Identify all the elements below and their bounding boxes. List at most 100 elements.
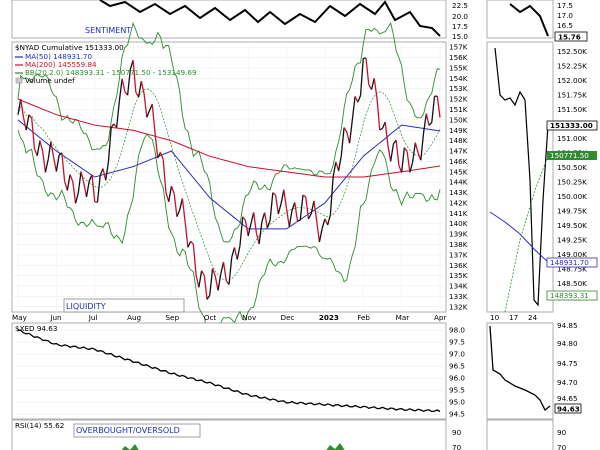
sentiment-tick: 22.5	[452, 1, 468, 10]
rsi-tick: 70	[452, 443, 462, 450]
price-segment	[121, 78, 126, 92]
xed-side-tick: 94.70	[557, 378, 578, 387]
badge-bbmid	[547, 151, 597, 160]
sentiment-side-tick: 16.5	[557, 21, 573, 30]
side-y-tick-label: 151.50K	[557, 105, 587, 114]
y-tick-label: 142K	[449, 198, 468, 207]
badge-ma50-value: 148931.70	[550, 258, 589, 267]
legend-ma200: MA(200) 145559.84	[25, 60, 97, 69]
price-segment	[321, 218, 326, 229]
price-segment	[52, 157, 58, 172]
sentiment-panel: SENTIMENT 22.5 20.0 17.5 15.0 17.5 17.0 …	[11, 0, 588, 42]
xed-y-tick-label: 96.5	[449, 362, 465, 371]
price-segment	[80, 171, 85, 183]
side-y-tick-label: 149.00K	[557, 250, 587, 259]
price-segment	[25, 114, 30, 131]
xed-y-tick-label: 95.5	[449, 386, 465, 395]
sentiment-tick: 17.5	[452, 22, 468, 31]
rsi-legend: RSI(14) 55.62	[15, 421, 64, 430]
xed-y-tick-label: 97.5	[449, 338, 465, 347]
x-tick-label: Feb	[357, 313, 370, 322]
price-segment	[61, 152, 66, 182]
price-segment	[266, 219, 271, 229]
price-segment	[168, 186, 173, 202]
xed-y-tick-label: 95.0	[449, 398, 465, 407]
xed-y-tick-label: 96.0	[449, 374, 465, 383]
price-segment	[181, 198, 186, 223]
price-segment	[132, 60, 137, 93]
price-segment	[110, 123, 115, 128]
price-segment	[47, 141, 52, 160]
price-segment	[146, 110, 151, 118]
price-segment	[373, 78, 378, 99]
x-tick-label: Jul	[88, 313, 98, 322]
bb-lower-line	[17, 130, 441, 338]
price-segment	[176, 209, 181, 217]
price-segment	[337, 155, 342, 171]
sentiment-tick: 20.0	[452, 12, 468, 21]
x-tick-label: Mar	[396, 313, 410, 322]
price-segment	[384, 121, 389, 146]
rsi-fill-1	[121, 444, 139, 450]
price-segment	[365, 57, 370, 85]
price-segment	[50, 141, 55, 158]
price-segment	[335, 161, 340, 172]
ma50-line	[17, 119, 441, 230]
price-segment	[255, 232, 260, 245]
price-segment	[36, 140, 41, 156]
price-segment	[269, 192, 274, 221]
x-tick-label: 2023	[319, 313, 339, 322]
price-segment	[411, 142, 416, 163]
price-segment	[436, 96, 441, 118]
xed-side-tick: 94.65	[557, 394, 578, 403]
main-grid	[12, 42, 446, 312]
x-tick-label: Oct	[204, 313, 217, 322]
x-axis: May Jun Jul Aug Sep Oct Nov Dec 2023 Feb Mar Apr	[12, 313, 446, 322]
y-tick-label: 148K	[449, 136, 468, 145]
price-segment	[400, 147, 406, 173]
price-segment	[209, 268, 214, 296]
price-segment	[222, 261, 227, 281]
y-tick-label: 136K	[449, 261, 468, 270]
sentiment-tick: 15.0	[452, 32, 468, 41]
price-segment	[370, 78, 375, 90]
price-segment	[77, 171, 82, 193]
price-segment	[406, 151, 411, 173]
price-segment	[316, 220, 321, 243]
y-tick-label: 133K	[449, 292, 468, 301]
y-tick-label: 137K	[449, 250, 468, 259]
side-y-tick-label: 149.50K	[557, 221, 587, 230]
xed-frame	[11, 322, 447, 420]
side-x-axis: 10 17 24	[490, 313, 538, 322]
price-segment	[294, 202, 299, 222]
price-segment	[154, 132, 159, 159]
xed-panel: $XED 94.63 98.097.597.096.596.095.595.09…	[11, 321, 582, 420]
side-y-tick-label: 152.25K	[557, 62, 587, 71]
legend-bb: BB(20,2.0) 148393.31 - 150771.50 - 15314…	[25, 68, 197, 77]
price-segment	[66, 174, 71, 191]
legend-volume-swatch	[15, 77, 23, 84]
price-segment	[195, 275, 200, 288]
y-tick-label: 146K	[449, 157, 468, 166]
price-segment	[395, 140, 400, 166]
x-tick-label: Aug	[127, 313, 141, 322]
side-y-tick-label: 148.75K	[557, 265, 587, 274]
price-segment	[425, 113, 430, 126]
sentiment-label: SENTIMENT	[85, 26, 131, 35]
price-segment	[162, 159, 167, 193]
price-segment	[187, 240, 192, 248]
price-segment	[297, 219, 301, 222]
side-y-tick-label: 150.00K	[557, 192, 587, 201]
y-tick-label: 132K	[449, 302, 468, 311]
y-tick-label: 147K	[449, 147, 468, 156]
price-segment	[228, 257, 233, 285]
price-segment	[274, 195, 279, 214]
y-tick-label: 143K	[449, 188, 468, 197]
price-segment	[332, 161, 337, 178]
badge-bbmid-value: 150771.50	[550, 151, 589, 160]
rsi-tick: 90	[452, 428, 462, 437]
price-segment	[198, 270, 203, 288]
price-segment	[431, 96, 436, 123]
